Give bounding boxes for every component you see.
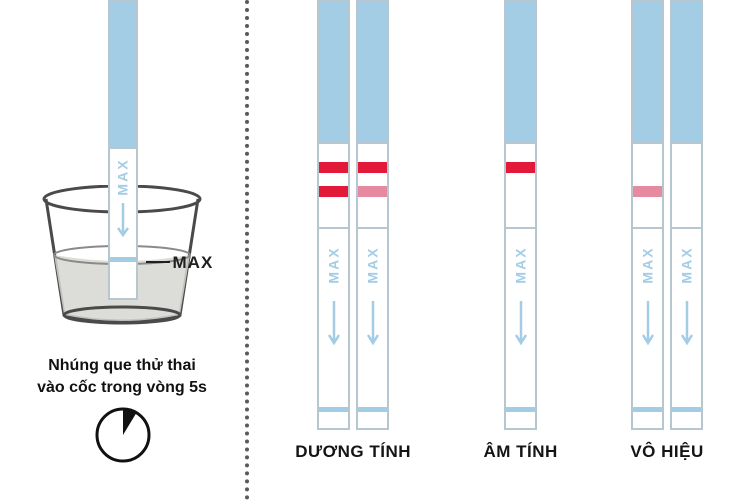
arrow-down-icon — [327, 301, 341, 351]
result-zone — [319, 142, 348, 227]
strip-pair: MAX MAX — [631, 0, 703, 430]
strip-in-cup: MAX — [108, 0, 138, 300]
max-zone: MAX — [319, 227, 348, 428]
arrow-down-icon — [514, 301, 528, 351]
arrow-down-icon — [641, 301, 655, 351]
max-marker-line — [633, 407, 662, 412]
caption-line-1: Nhúng que thử thai — [48, 357, 196, 374]
arrow-down-icon — [680, 301, 694, 351]
max-zone: MAX — [506, 227, 535, 428]
max-marker-line — [506, 407, 535, 412]
timer-icon — [93, 405, 153, 465]
result-label: VÔ HIỆU — [630, 442, 703, 462]
max-zone: MAX — [672, 227, 701, 428]
diagram-container: MAX MAX Nhúng que thử thai vào cốc trong… — [0, 0, 750, 500]
instruction-caption: Nhúng que thử thai vào cốc trong vòng 5s — [7, 355, 237, 398]
caption-line-2: vào cốc trong vòng 5s — [37, 379, 207, 396]
result-zone — [672, 142, 701, 227]
result-band — [506, 162, 535, 173]
max-text-on-strip: MAX — [326, 246, 342, 283]
result-group: MAX MAX VÔ HIỆU — [630, 0, 703, 462]
max-text-on-strip: MAX — [365, 246, 381, 283]
max-text-on-strip: MAX — [640, 246, 656, 283]
max-marker-line — [672, 407, 701, 412]
result-label: DƯƠNG TÍNH — [295, 442, 411, 462]
result-band — [319, 186, 348, 197]
result-band — [358, 162, 387, 173]
max-pointer-line — [146, 261, 170, 263]
result-group: MAX ÂM TÍNH — [484, 0, 558, 462]
arrow-down-icon — [366, 301, 380, 351]
test-strip: MAX — [631, 0, 664, 430]
strip-pair: MAX MAX — [317, 0, 389, 430]
max-marker-line — [358, 407, 387, 412]
left-panel: MAX MAX Nhúng que thử thai vào cốc trong… — [0, 0, 245, 500]
max-text-on-strip: MAX — [115, 158, 131, 195]
result-zone — [633, 142, 662, 227]
arrow-down-icon — [116, 203, 130, 243]
max-text-on-strip: MAX — [513, 246, 529, 283]
max-marker-line — [110, 257, 136, 262]
right-panel: MAX MAX DƯƠNG TÍNH MAX ÂM TÍNH MAX MAX VÔ HIỆU — [249, 0, 750, 500]
max-marker-line — [319, 407, 348, 412]
result-band — [358, 186, 387, 197]
result-zone — [506, 142, 535, 227]
test-strip: MAX — [356, 0, 389, 430]
max-text-on-strip: MAX — [679, 246, 695, 283]
max-zone: MAX — [633, 227, 662, 428]
max-label: MAX — [173, 253, 214, 273]
result-band — [319, 162, 348, 173]
result-label: ÂM TÍNH — [484, 442, 558, 462]
result-group: MAX MAX DƯƠNG TÍNH — [295, 0, 411, 462]
result-zone — [358, 142, 387, 227]
cup-scene: MAX MAX — [28, 0, 218, 340]
max-zone: MAX — [358, 227, 387, 428]
strip-pair: MAX — [504, 0, 537, 430]
test-strip: MAX — [317, 0, 350, 430]
test-strip: MAX — [670, 0, 703, 430]
test-strip: MAX — [504, 0, 537, 430]
result-band — [633, 186, 662, 197]
